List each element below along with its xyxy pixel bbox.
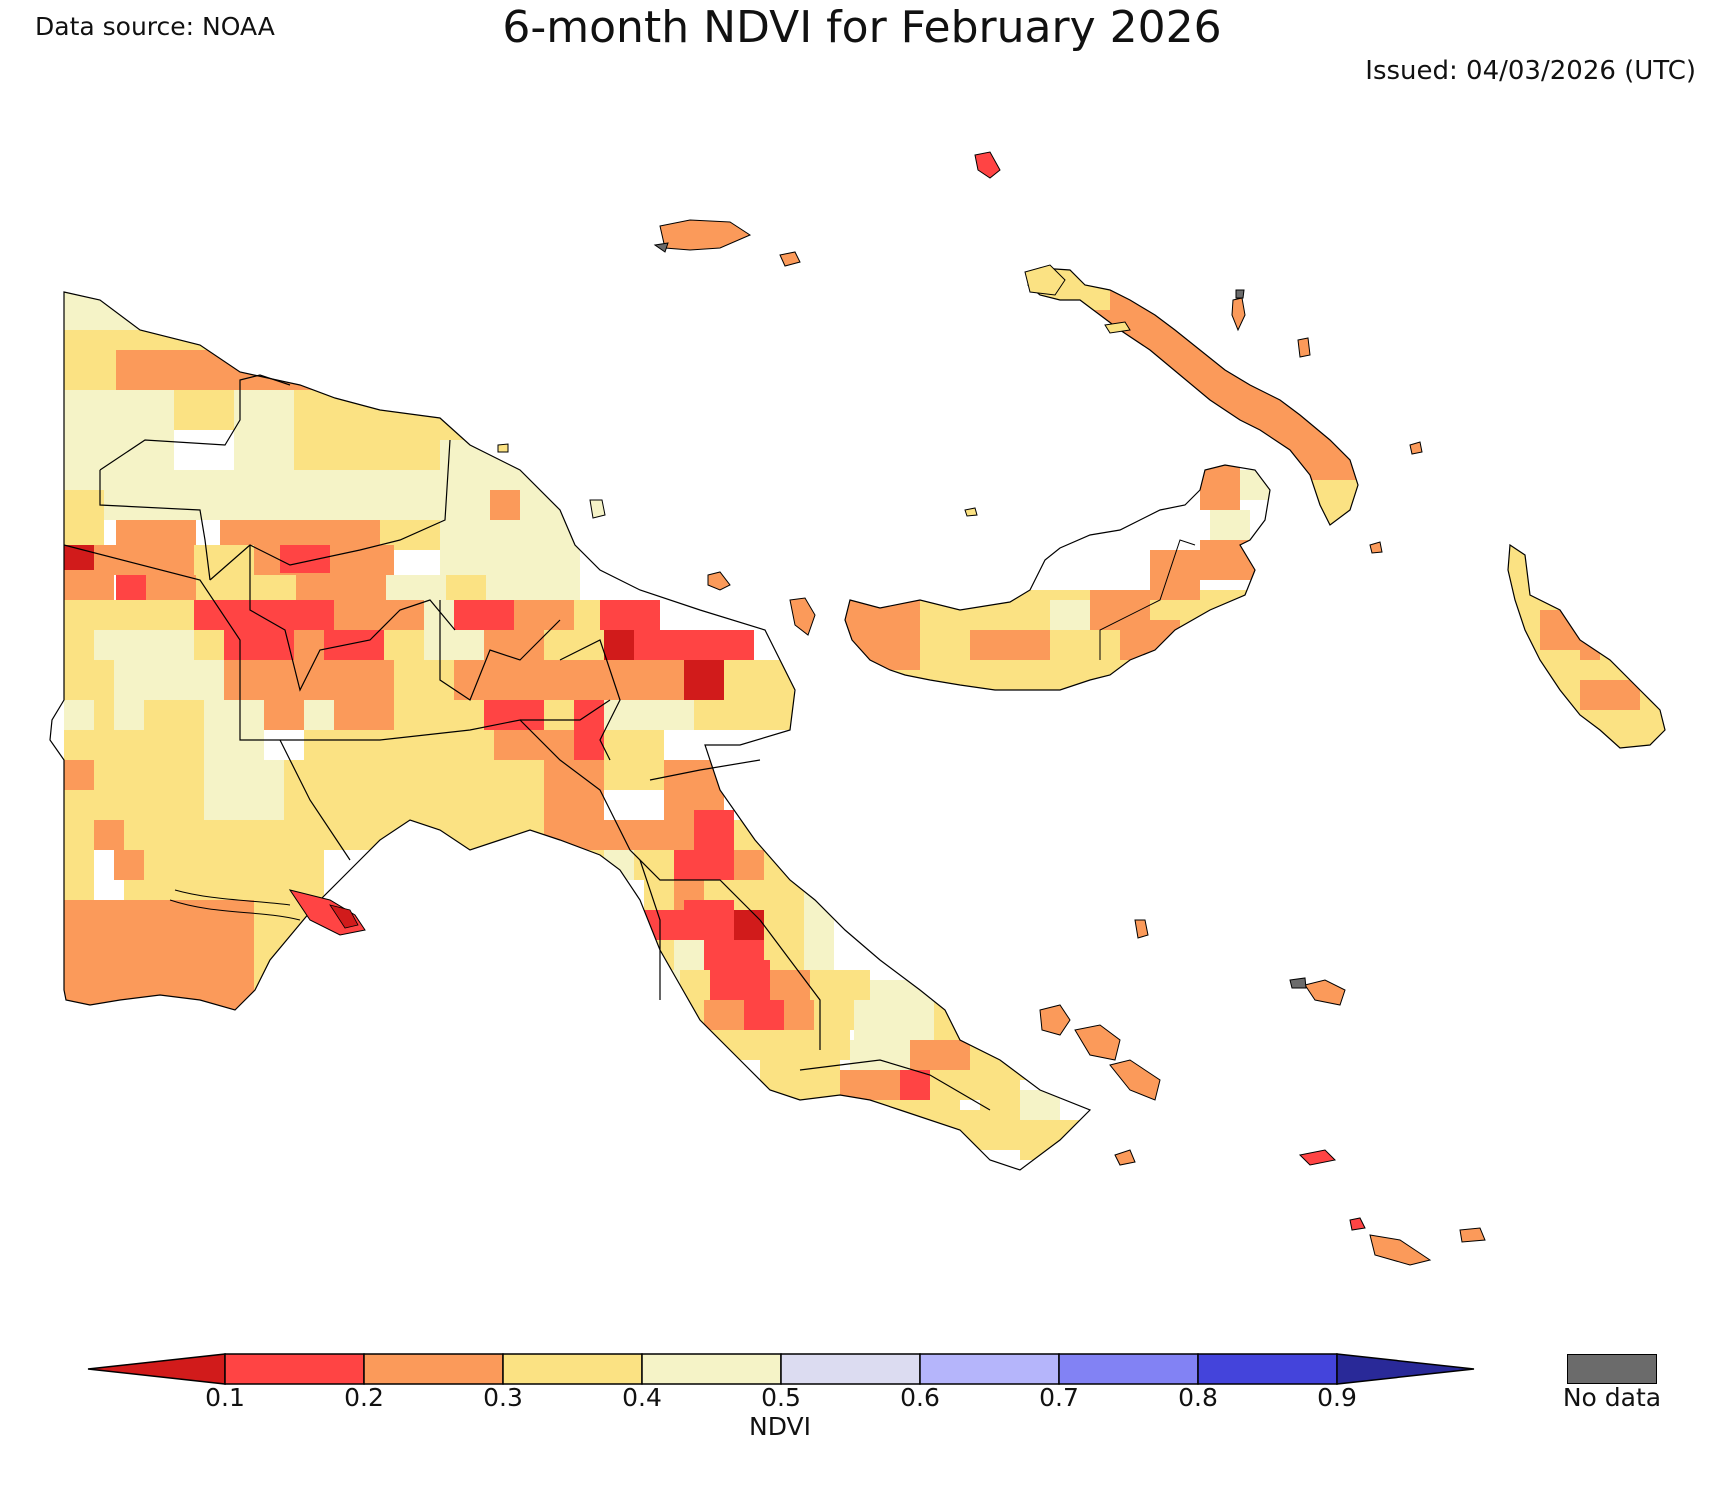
province-boundaries — [63, 374, 991, 1111]
colorbar-segment — [919, 1353, 1060, 1385]
tick-label: 0.5 — [761, 1383, 801, 1412]
tick-label: 0.8 — [1178, 1383, 1218, 1412]
issued-date: Issued: 04/03/2026 (UTC) — [1365, 56, 1696, 86]
tick-label: 0.2 — [344, 1383, 384, 1412]
colorbar-segment — [363, 1353, 504, 1385]
new-ireland-outline — [1027, 267, 1359, 526]
ndvi-colorbar — [87, 1353, 1475, 1385]
nodata-swatch — [1567, 1354, 1657, 1384]
tick-label: 0.3 — [483, 1383, 523, 1412]
colorbar-under-arrow — [87, 1353, 226, 1385]
colorbar-segment — [224, 1353, 365, 1385]
colorbar-segment — [1058, 1353, 1199, 1385]
colorbar-segment — [780, 1353, 921, 1385]
tick-label: 0.4 — [622, 1383, 662, 1412]
fly-river-delta — [169, 889, 366, 936]
colorbar-segment — [1197, 1353, 1338, 1385]
tick-label: 0.9 — [1317, 1383, 1357, 1412]
colorbar-segment — [502, 1353, 643, 1385]
colorbar-segment — [641, 1353, 782, 1385]
tick-label: 0.1 — [205, 1383, 245, 1412]
nodata-label: No data — [1562, 1383, 1662, 1412]
bougainville-cells — [1508, 545, 1665, 748]
tick-label: 0.7 — [1039, 1383, 1079, 1412]
source-text: Data source: NOAA — [35, 12, 275, 41]
small-islands — [497, 151, 1486, 1266]
new-ireland-cells — [1028, 268, 1358, 525]
tick-label: 0.6 — [900, 1383, 940, 1412]
map-title: 6-month NDVI for February 2026 — [502, 2, 1222, 53]
new-britain-cells — [845, 465, 1270, 690]
colorbar-over-arrow — [1336, 1353, 1475, 1385]
mainland-ndvi-cells — [64, 292, 1080, 1160]
colorbar-label: NDVI — [749, 1412, 811, 1441]
